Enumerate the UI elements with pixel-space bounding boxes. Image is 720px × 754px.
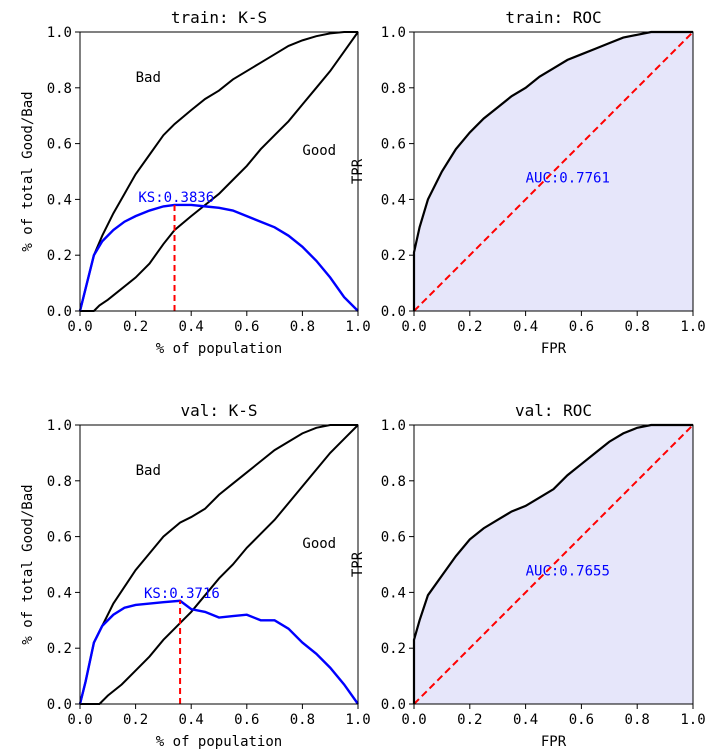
y-tick-label: 0.0: [381, 304, 406, 320]
auc-label: AUC:0.7761: [526, 171, 610, 187]
ks-label: KS:0.3716: [144, 586, 220, 602]
x-tick-label: 1.0: [345, 712, 370, 728]
y-tick-label: 0.8: [47, 474, 72, 490]
x-tick-label: 0.0: [401, 319, 426, 335]
y-tick-label: 0.4: [381, 192, 406, 208]
chart-title: val: ROC: [515, 401, 592, 420]
x-tick-label: 0.6: [569, 319, 594, 335]
y-tick-label: 0.4: [47, 192, 72, 208]
x-tick-label: 0.2: [123, 319, 148, 335]
x-tick-label: 0.4: [179, 712, 204, 728]
roc-curve: [412, 423, 693, 704]
y-tick-label: 0.0: [381, 697, 406, 713]
axes-frame: [413, 31, 694, 312]
y-tick-label: 0.8: [381, 474, 406, 490]
y-tick-label: 1.0: [381, 418, 406, 434]
y-axis-label: % of total Good/Bad: [20, 484, 36, 644]
axes-frame: [79, 31, 359, 312]
y-axis-label: TPR: [350, 551, 366, 577]
y-tick-label: 0.6: [381, 530, 406, 546]
chart-val-ks: Bad Good KS:0.3716 0.0 0.2 0.4 0.6 0.8 1.0 0.0 0.2…: [20, 401, 371, 750]
y-axis-label: TPR: [350, 158, 366, 184]
y-tick-label: 0.2: [381, 641, 406, 657]
x-tick-label: 0.8: [625, 712, 650, 728]
roc-curve: [412, 30, 693, 311]
x-tick-label: 0.0: [401, 712, 426, 728]
y-axis-label: % of total Good/Bad: [20, 91, 36, 251]
chart-val-roc: AUC:0.7655 0.0 0.2 0.4 0.6 0.8 1.0 0.0 0.2 0.4 0.6…: [350, 401, 706, 750]
y-tick-label: 0.4: [381, 585, 406, 601]
x-tick-label: 1.0: [680, 319, 705, 335]
chart-title: val: K-S: [180, 401, 257, 420]
y-tick-label: 0.0: [47, 304, 72, 320]
x-axis-label: % of population: [156, 734, 282, 750]
x-tick-label: 0.4: [513, 712, 538, 728]
x-tick-label: 0.6: [234, 319, 259, 335]
y-tick-label: 0.2: [47, 641, 72, 657]
series-bad-line: [79, 424, 358, 705]
y-tick-label: 0.6: [47, 530, 72, 546]
x-tick-label: 0.0: [67, 319, 92, 335]
x-tick-label: 1.0: [345, 319, 370, 335]
chart-title: train: ROC: [505, 8, 601, 27]
chart-train-roc: AUC:0.7761 0.0 0.2 0.4 0.6 0.8 1.0 0.0 0.2 0.4 0.6…: [350, 8, 706, 357]
chart-title: train: K-S: [171, 8, 267, 27]
bad-label: Bad: [136, 70, 161, 86]
x-tick-label: 0.4: [513, 319, 538, 335]
x-axis-label: % of population: [156, 341, 282, 357]
x-tick-label: 0.2: [457, 712, 482, 728]
auc-label: AUC:0.7655: [526, 564, 610, 580]
x-axis-label: FPR: [541, 734, 567, 750]
y-tick-label: 1.0: [47, 418, 72, 434]
y-tick-label: 0.8: [381, 81, 406, 97]
plot-area: [80, 32, 358, 311]
chart-train-ks: Bad Good KS:0.3836 0.0 0.2 0.4 0.6 0.8 1.0 0.0 0.2…: [20, 8, 371, 357]
x-axis-label: FPR: [541, 341, 567, 357]
good-label: Good: [302, 536, 336, 552]
x-tick-label: 0.2: [123, 712, 148, 728]
auc-fill-area: [414, 32, 693, 311]
axes-frame: [413, 424, 694, 705]
axes-frame: [79, 424, 359, 705]
plot-area: [80, 425, 358, 704]
series-good-line: [80, 31, 359, 312]
good-label: Good: [302, 143, 336, 159]
y-tick-label: 0.6: [381, 137, 406, 153]
x-tick-label: 0.8: [625, 319, 650, 335]
x-tick-label: 0.0: [67, 712, 92, 728]
y-tick-label: 0.2: [381, 248, 406, 264]
x-tick-label: 0.8: [290, 319, 315, 335]
y-tick-label: 0.0: [47, 697, 72, 713]
auc-fill-area: [414, 425, 693, 704]
series-bad-line: [79, 31, 358, 312]
y-tick-label: 0.8: [47, 81, 72, 97]
y-tick-label: 1.0: [47, 25, 72, 41]
bad-label: Bad: [136, 463, 161, 479]
x-tick-label: 0.6: [569, 712, 594, 728]
x-tick-label: 1.0: [680, 712, 705, 728]
series-good-line: [80, 424, 359, 705]
x-tick-label: 0.8: [290, 712, 315, 728]
x-tick-label: 0.2: [457, 319, 482, 335]
y-tick-label: 0.6: [47, 137, 72, 153]
series-ks-line: [78, 599, 359, 705]
x-tick-label: 0.4: [179, 319, 204, 335]
series-ks-line: [78, 203, 359, 312]
y-tick-label: 1.0: [381, 25, 406, 41]
x-tick-label: 0.6: [234, 712, 259, 728]
y-tick-label: 0.4: [47, 585, 72, 601]
y-tick-label: 0.2: [47, 248, 72, 264]
ks-label: KS:0.3836: [138, 190, 214, 206]
